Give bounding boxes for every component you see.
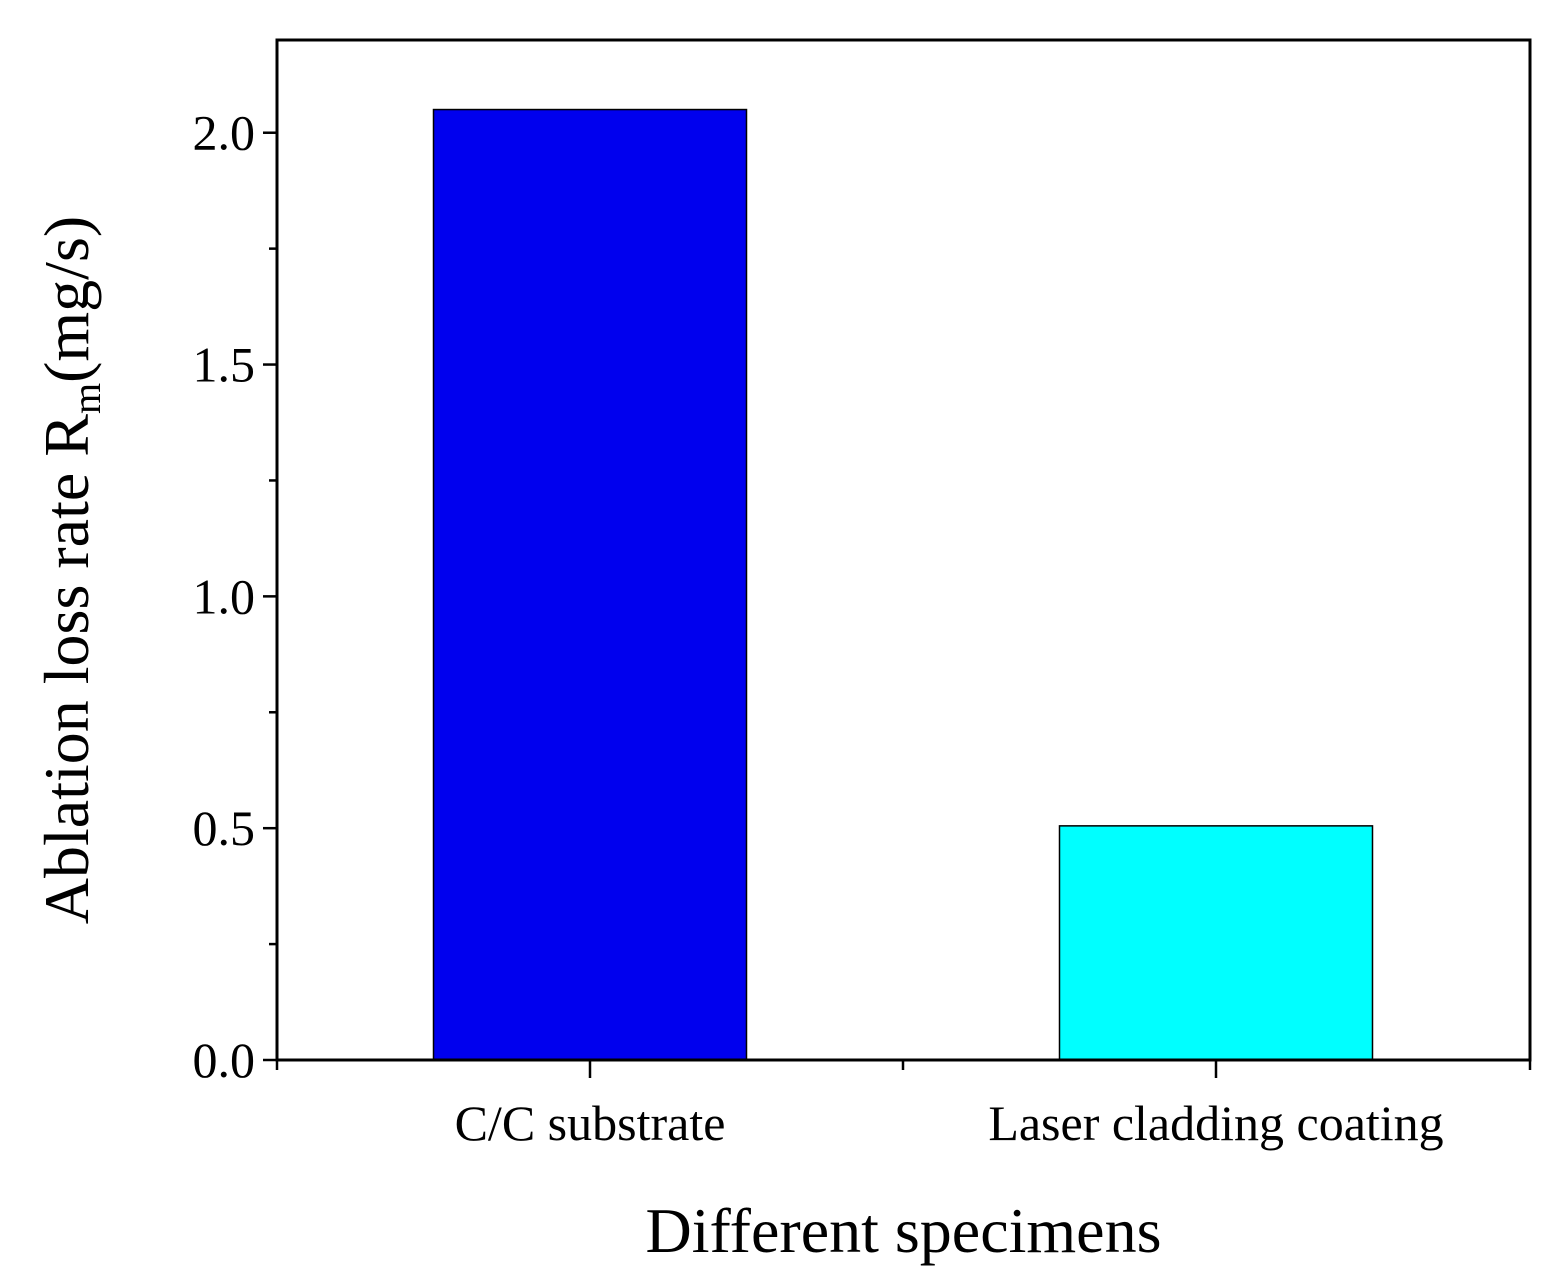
- y-ticks-group: 0.0 0.5 1.0 1.5 2.0: [193, 105, 277, 1088]
- x-ticks-group: C/C substrate Laser cladding coating: [275, 1060, 1532, 1151]
- y-tick-label: 0.5: [193, 800, 256, 856]
- y-axis-title-unit: (mg/s): [31, 216, 102, 383]
- x-tick-label: C/C substrate: [455, 1095, 726, 1151]
- y-axis-title: Ablation loss rate Rm(mg/s): [31, 216, 109, 924]
- bars-group: [432, 108, 1374, 1061]
- y-tick-label: 2.0: [193, 105, 256, 161]
- x-axis-title: Different specimens: [646, 1195, 1162, 1266]
- bar-1: [1058, 825, 1374, 1061]
- x-tick-label: Laser cladding coating: [988, 1095, 1443, 1151]
- plot-frame: [275, 38, 1532, 1062]
- y-axis-title-main: Ablation loss rate R: [31, 414, 102, 924]
- y-tick-label: 1.5: [193, 337, 256, 393]
- bar-0: [432, 108, 748, 1061]
- y-axis-title-subscript: m: [64, 383, 109, 414]
- y-tick-label: 0.0: [193, 1032, 256, 1088]
- y-tick-label: 1.0: [193, 568, 256, 624]
